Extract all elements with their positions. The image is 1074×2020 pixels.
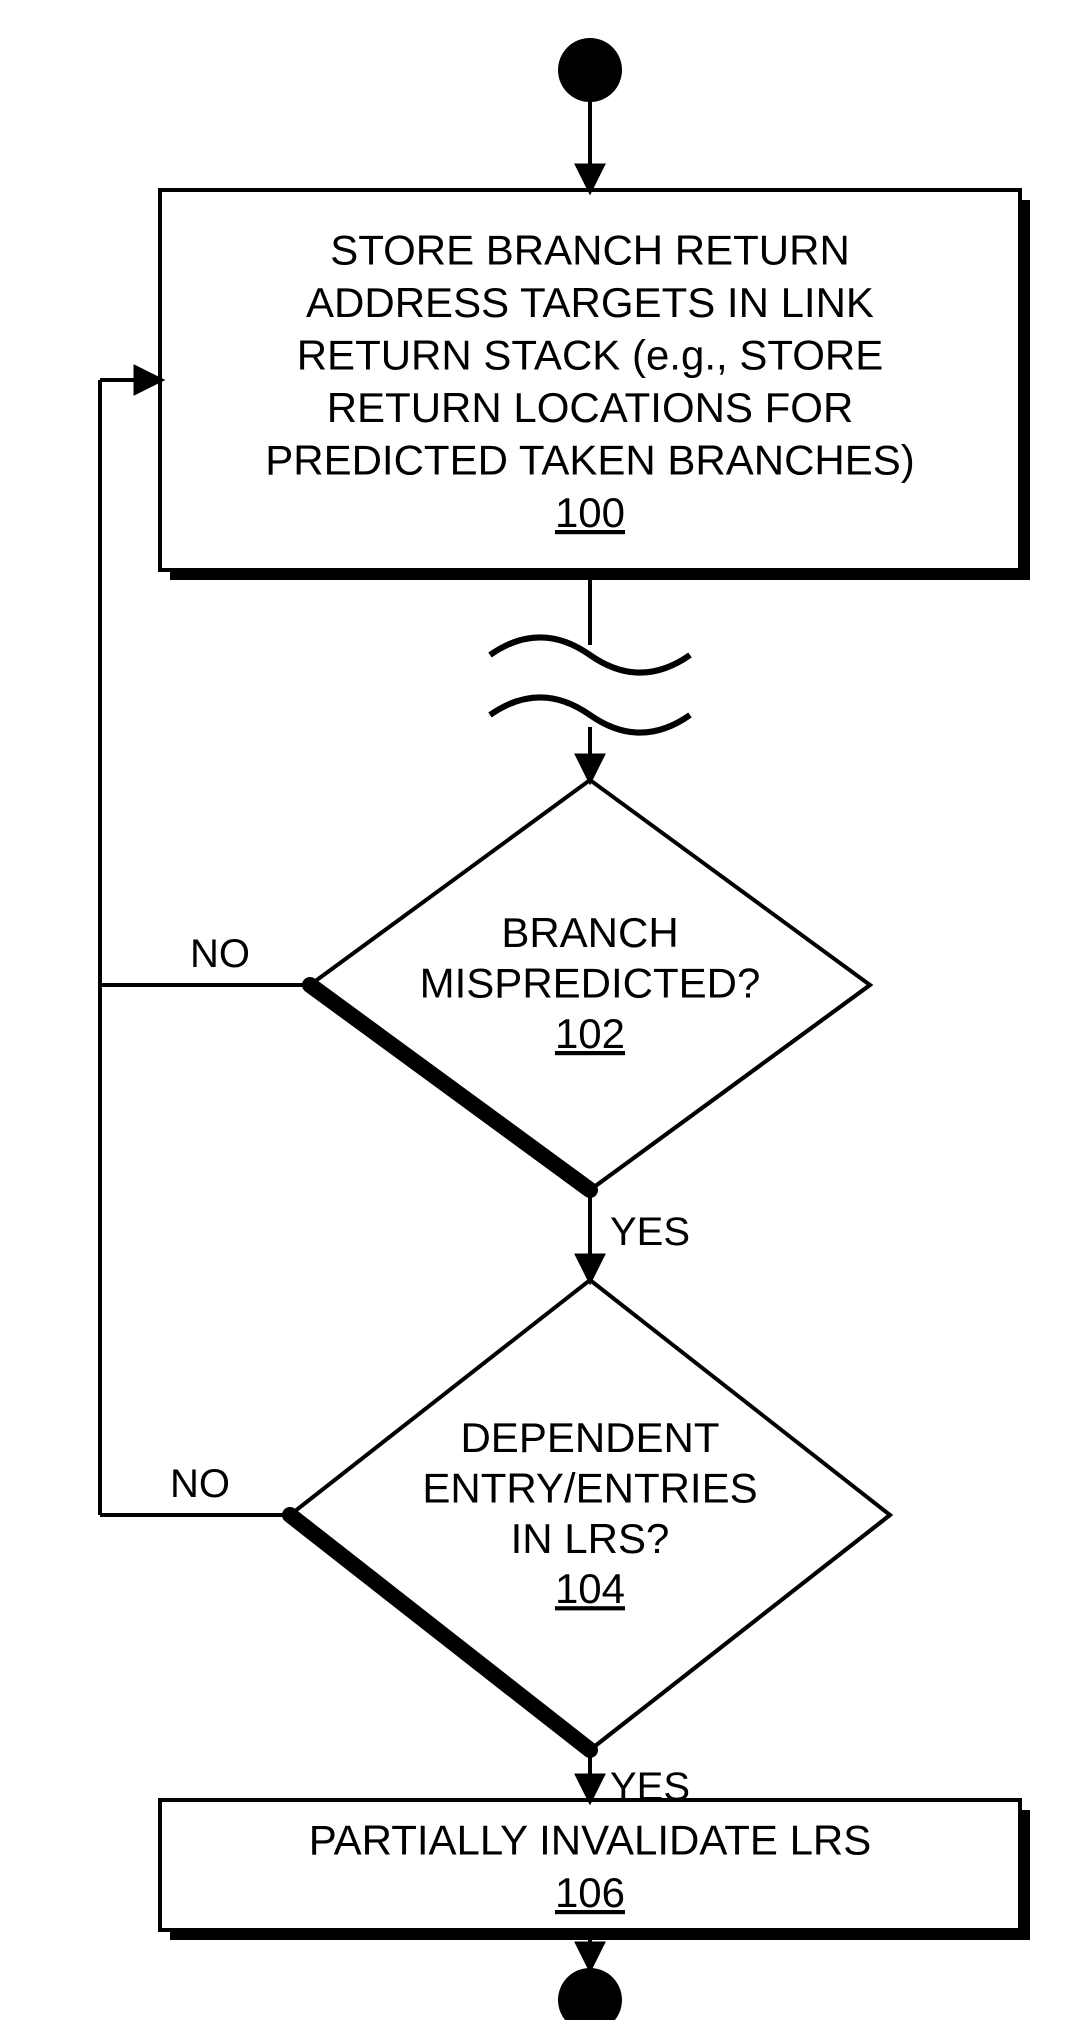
label-no-102: NO <box>190 932 250 976</box>
decision-104-line2: IN LRS? <box>511 1515 670 1562</box>
label-yes-104: YES <box>610 1765 690 1809</box>
process-100-ref: 100 <box>555 489 625 536</box>
process-100-line2: RETURN STACK (e.g., STORE <box>297 332 884 379</box>
start-node <box>558 38 622 102</box>
label-no-104: NO <box>170 1462 230 1506</box>
process-106-ref: 106 <box>555 1869 625 1916</box>
decision-104-ref: 104 <box>555 1565 625 1612</box>
decision-102-line0: BRANCH <box>501 909 678 956</box>
decision-102-line1: MISPREDICTED? <box>420 960 761 1007</box>
process-100-line1: ADDRESS TARGETS IN LINK <box>306 279 874 326</box>
decision-102-ref: 102 <box>555 1010 625 1057</box>
label-yes-102: YES <box>610 1210 690 1254</box>
process-100-line3: RETURN LOCATIONS FOR <box>327 384 854 431</box>
process-106-line0: PARTIALLY INVALIDATE LRS <box>309 1817 872 1864</box>
process-100-line0: STORE BRANCH RETURN <box>330 227 850 274</box>
process-100-line4: PREDICTED TAKEN BRANCHES) <box>265 437 915 484</box>
decision-104-line1: ENTRY/ENTRIES <box>422 1464 757 1511</box>
decision-104-line0: DEPENDENT <box>460 1414 719 1461</box>
